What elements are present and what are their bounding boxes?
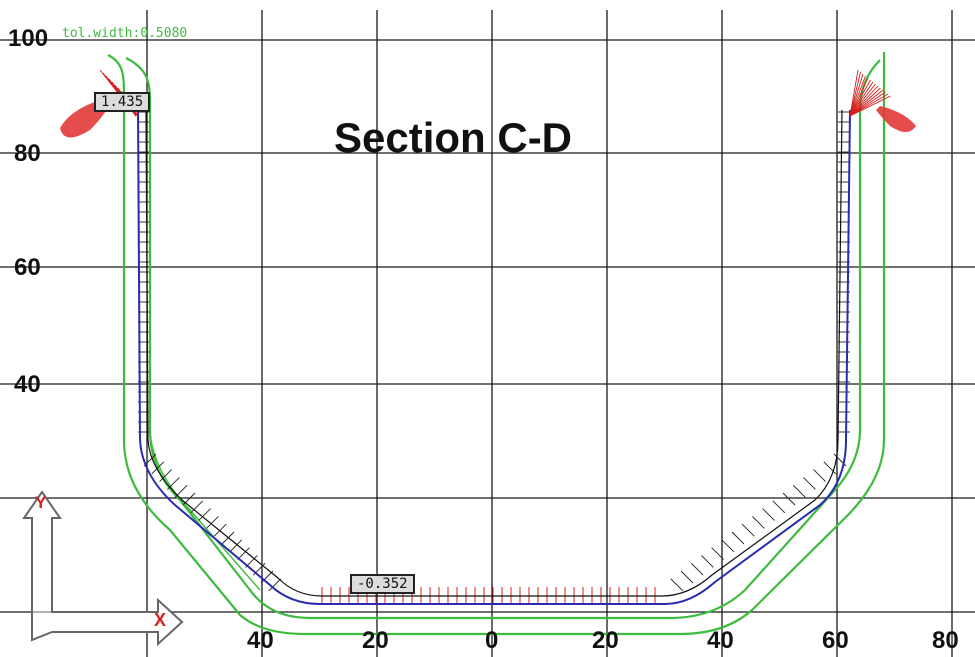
- deviation-line: [813, 469, 826, 482]
- deviation-line: [206, 516, 219, 529]
- y-tick-60: 60: [14, 254, 41, 281]
- x-tick-20-left: 20: [362, 627, 389, 654]
- deviation-line: [680, 570, 694, 584]
- deviation-line: [151, 461, 165, 475]
- deviation-line: [198, 508, 211, 521]
- fan-line: [849, 79, 871, 117]
- deviation-line: [803, 477, 816, 490]
- deviation-line: [670, 578, 684, 592]
- deviation-line: [792, 484, 806, 498]
- deviation-line: [701, 555, 714, 568]
- fan-line: [849, 87, 881, 117]
- fan-line: [849, 93, 889, 117]
- nominal-profile: [137, 109, 851, 605]
- y-tick-40: 40: [14, 371, 41, 398]
- fan-line: [849, 91, 886, 117]
- deviation-line: [190, 500, 204, 514]
- axis-triad-icon: [22, 490, 184, 647]
- fan-line: [849, 85, 879, 117]
- fan-line: [849, 89, 884, 117]
- fan-line: [849, 73, 864, 117]
- flange-fan-right: [849, 69, 891, 117]
- fan-line: [849, 81, 874, 117]
- fan-line: [849, 95, 891, 117]
- deviation-line: [268, 578, 282, 592]
- fan-line: [849, 69, 859, 117]
- deviation-lines: [138, 111, 850, 592]
- y-tick-100: 100: [8, 25, 49, 52]
- x-tick-40-right: 40: [707, 627, 734, 654]
- deviation-line: [731, 531, 745, 545]
- deviation-line: [690, 562, 704, 576]
- deviation-line: [159, 469, 172, 482]
- deviation-line: [782, 492, 796, 506]
- x-tick-60: 60: [822, 627, 849, 654]
- deviation-line: [711, 547, 724, 560]
- deviation-line: [772, 500, 786, 514]
- deviation-line: [752, 516, 765, 529]
- grid: [0, 10, 975, 657]
- fan-line: [849, 71, 861, 117]
- deviation-line: [823, 461, 837, 475]
- deviation-line: [182, 492, 196, 506]
- x-tick-80: 80: [932, 627, 959, 654]
- tolerance-label: tol.width:0.5080: [62, 26, 188, 41]
- deviation-line: [741, 523, 755, 537]
- deviation-line: [229, 539, 243, 553]
- deviation-line: [721, 539, 735, 553]
- floor-value-label: -0.352: [350, 574, 415, 594]
- section-title: Section C-D: [334, 114, 573, 161]
- y-tick-80: 80: [14, 140, 41, 167]
- triad-x-label: X: [154, 610, 167, 630]
- tolerance-band: [107, 52, 886, 636]
- x-tick-0: 0: [485, 627, 499, 654]
- deviation-line: [213, 523, 227, 537]
- fan-line: [849, 83, 876, 117]
- deviation-line: [762, 508, 775, 521]
- deviation-line: [237, 547, 250, 560]
- x-tick-40-left: 40: [247, 627, 274, 654]
- x-tick-20-right: 20: [592, 627, 619, 654]
- flange-value-label: 1.435: [94, 92, 151, 112]
- fan-line: [849, 77, 869, 117]
- fan-line: [849, 75, 866, 117]
- triad-y-label: Y: [35, 493, 47, 512]
